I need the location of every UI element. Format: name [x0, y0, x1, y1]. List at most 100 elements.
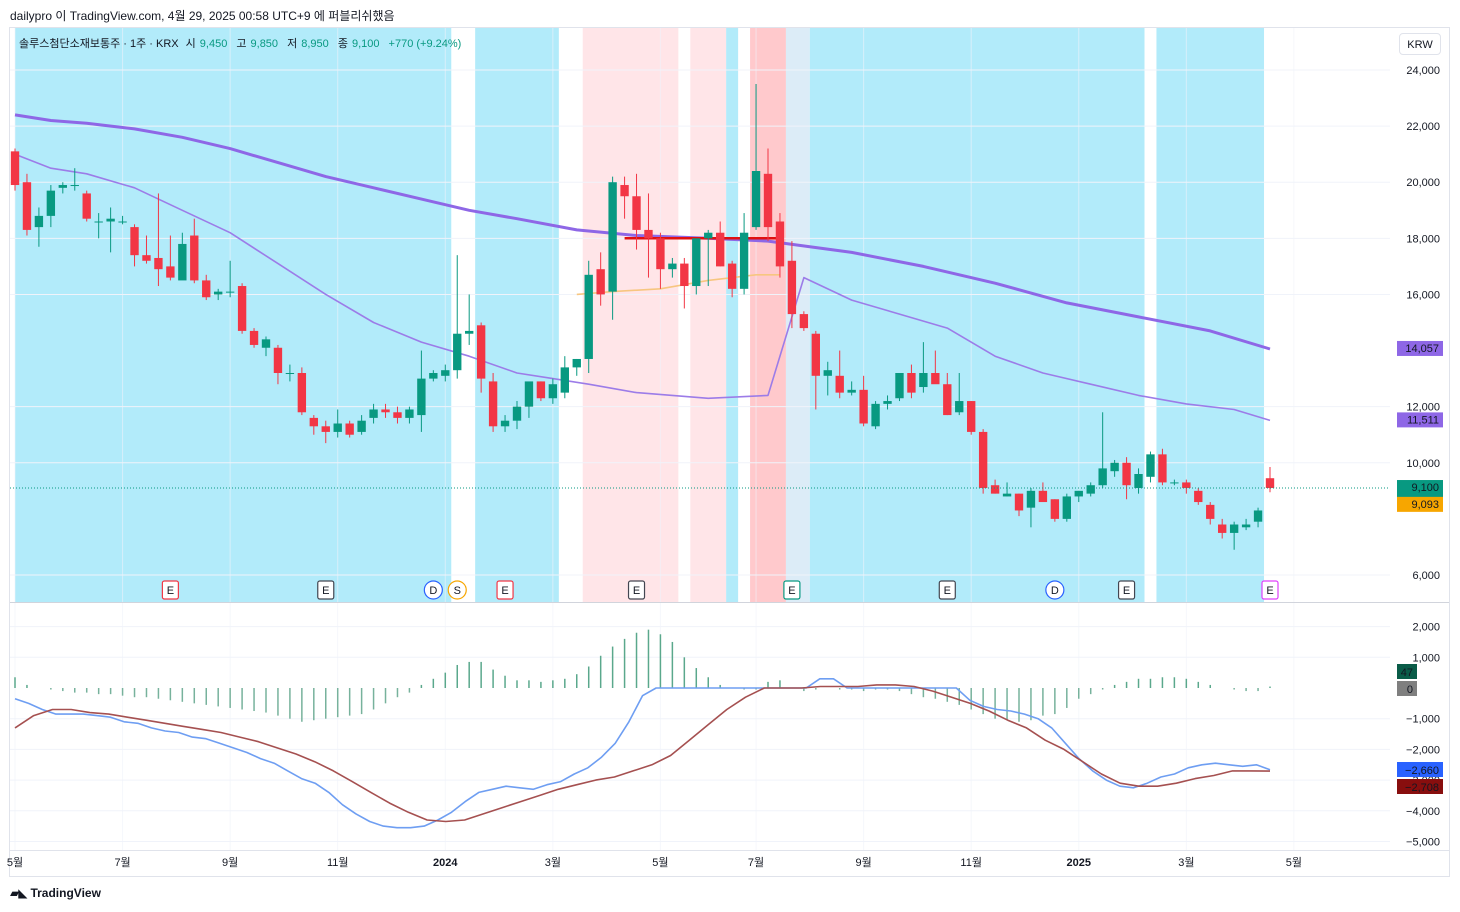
earnings-marker [317, 580, 335, 600]
candle-body [668, 263, 677, 270]
candle-body [835, 375, 844, 393]
macd-line [14, 677, 1271, 829]
candle-body [1194, 490, 1203, 503]
candle-body [1110, 462, 1119, 472]
signal-zone [750, 28, 786, 602]
candle-body [500, 420, 510, 427]
candle-body [1146, 454, 1155, 477]
candle-body [524, 381, 534, 407]
signal-zone [809, 28, 1145, 602]
candle-body [142, 255, 151, 261]
candle-body [871, 403, 880, 427]
candle-body [1218, 524, 1227, 533]
candle-body [214, 291, 223, 295]
candle-body [333, 423, 342, 432]
publish-caption: dailypro 이 TradingView.com, 4월 29, 2025 … [10, 9, 395, 23]
currency-button[interactable]: KRW [1399, 33, 1441, 55]
candle-body [620, 185, 629, 197]
split-marker [447, 580, 467, 600]
price-axis-label-text: 14,057 [1405, 343, 1439, 355]
candle-body [967, 401, 976, 432]
candle-body [847, 389, 856, 393]
time-axis-tick: 5월 [652, 856, 668, 869]
candle-body [441, 370, 450, 376]
candle-body [1038, 490, 1048, 503]
candle-body [10, 151, 20, 186]
candle-body [1253, 510, 1263, 522]
candle-body [273, 347, 283, 373]
candle-body [225, 291, 235, 293]
candle-body [811, 333, 820, 376]
candle-body [106, 218, 115, 222]
candle-body [130, 227, 139, 256]
dividend-marker [423, 580, 443, 600]
candle-body [775, 221, 785, 267]
legend-close: 9,100 [351, 38, 380, 50]
time-axis-tick: 2024 [433, 857, 458, 869]
macd-axis-tick: 1,000 [1412, 652, 1440, 664]
macd-axis-tick: −4,000 [1406, 806, 1440, 818]
candle-body [154, 257, 163, 270]
event-marker-label: D [429, 585, 437, 597]
time-axis-tick: 3월 [545, 856, 561, 869]
signal-zone [690, 28, 727, 602]
signal-line [14, 684, 1271, 823]
price-axis-label-text: 11,511 [1407, 414, 1439, 426]
legend-open-label: 시 [185, 38, 196, 50]
candle-body [1086, 485, 1095, 494]
price-axis-label [1397, 340, 1443, 356]
legend-low-label: 저 [287, 38, 298, 50]
event-marker-label: E [944, 585, 951, 597]
price-axis-label [1397, 412, 1443, 428]
macd-axis-label-text: −2,660 [1405, 765, 1439, 777]
time-axis-tick: 11월 [327, 856, 349, 869]
candle-body [1098, 468, 1107, 486]
candle-body [476, 325, 486, 379]
macd-axis-label-text: 47 [1401, 667, 1413, 679]
candle-body [859, 389, 868, 424]
candle-body [644, 229, 653, 239]
candle-body [369, 409, 378, 418]
candle-body [261, 339, 271, 348]
candle-body [82, 193, 91, 219]
signal-zone [15, 28, 452, 602]
candle-body [1182, 482, 1191, 489]
candle-body [787, 260, 797, 315]
signal-zone [726, 28, 739, 602]
candle-body [357, 420, 366, 432]
candle-body [1170, 482, 1179, 484]
macd-axis-label [1397, 779, 1443, 794]
candle-body [1062, 496, 1071, 519]
price-axis-tick: 24,000 [1406, 65, 1440, 77]
candle-body [823, 370, 832, 376]
macd-axis-tick: −2,000 [1406, 744, 1440, 756]
earnings-marker [1117, 580, 1136, 600]
candle-body [465, 330, 474, 334]
candle-body [1158, 454, 1167, 483]
candle-body [1206, 504, 1215, 519]
tradingview-logo[interactable]: ▰◣ TradingView [10, 886, 101, 900]
candle-body [608, 182, 617, 292]
time-axis-tick: 5월 [7, 856, 23, 869]
candle-body [919, 373, 928, 388]
candle-body [70, 185, 79, 187]
legend-close-label: 종 [337, 38, 348, 50]
price-axis-tick: 18,000 [1406, 233, 1440, 245]
price-axis-tick: 6,000 [1412, 570, 1440, 582]
candle-body [751, 171, 761, 228]
candle-body [548, 384, 558, 399]
time-axis-tick: 11월 [960, 856, 982, 869]
price-axis-label [1397, 496, 1443, 512]
candle-body [393, 412, 402, 418]
earnings-marker [161, 580, 179, 600]
candle-body [883, 401, 892, 404]
event-marker-label: D [1051, 585, 1059, 597]
time-axis-tick: 2025 [1067, 857, 1091, 869]
candle-body [739, 232, 749, 289]
time-axis-tick: 7월 [114, 856, 130, 869]
legend-title[interactable]: 솔루스첨단소재보통주 · 1주 · KRX [19, 38, 179, 50]
candle-body [190, 235, 199, 281]
candle-body [1241, 524, 1251, 528]
event-marker-label: S [454, 585, 461, 597]
